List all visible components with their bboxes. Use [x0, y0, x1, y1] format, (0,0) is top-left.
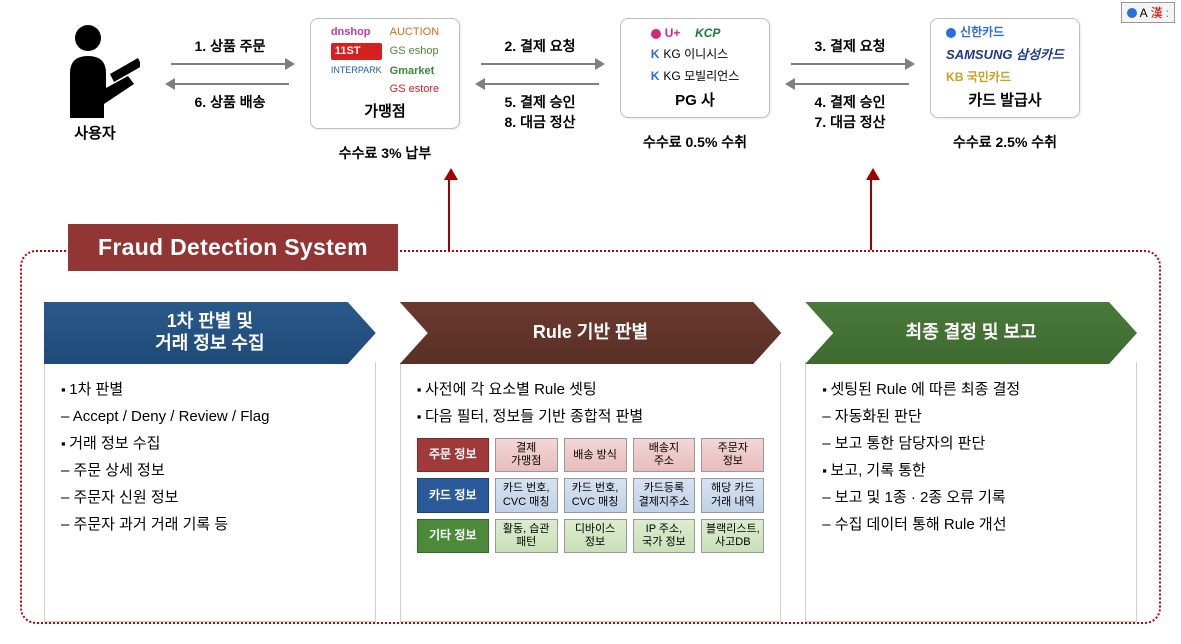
stage-2-header: Rule 기반 판별	[400, 302, 782, 364]
fds-title: Fraud Detection System	[68, 224, 398, 271]
issuer-box: 신한카드 SAMSUNG 삼성카드 KB 국민카드 카드 발급사	[930, 18, 1080, 118]
rule-tag: 주문 정보	[417, 438, 489, 472]
list-item: 거래 정보 수집	[61, 430, 359, 457]
fds-link-arrow-2	[870, 178, 872, 250]
rule-row: 주문 정보결제 가맹점배송 방식배송지 주소주문자 정보	[417, 438, 765, 472]
stage-1: 1차 판별 및 거래 정보 수집 1차 판별Accept / Deny / Re…	[44, 302, 376, 622]
user-label: 사용자	[74, 122, 115, 143]
rule-cell: 카드 번호, CVC 매칭	[495, 478, 558, 512]
arrow-2-bot-2: 8. 대금 정산	[505, 112, 576, 132]
list-item: 주문자 신원 정보	[61, 484, 359, 511]
pg-box: U+ KCP KKG 이니시스 KKG 모빌리언스 PG 사	[620, 18, 770, 118]
stage-2: Rule 기반 판별 사전에 각 요소별 Rule 셋팅다음 필터, 정보들 기…	[400, 302, 782, 622]
list-item: 1차 판별	[61, 376, 359, 403]
fds-container: Fraud Detection System 1차 판별 및 거래 정보 수집 …	[20, 250, 1161, 624]
rule-cell: 디바이스 정보	[564, 519, 627, 553]
rule-cell: 배송 방식	[564, 438, 627, 472]
rule-cell: 활동, 습관 패턴	[495, 519, 558, 553]
arrow-1-top: 1. 상품 주문	[195, 36, 266, 56]
arrow-3-top: 3. 결제 요청	[815, 36, 886, 56]
list-item: 주문 상세 정보	[61, 457, 359, 484]
rule-cell: 블랙리스트, 사고DB	[701, 519, 764, 553]
list-item: 자동화된 판단	[822, 403, 1120, 430]
arrow-2-top: 2. 결제 요청	[505, 36, 576, 56]
arrow-right-icon	[475, 58, 605, 70]
list-item: 다음 필터, 정보들 기반 종합적 판별	[417, 403, 765, 430]
rule-row: 카드 정보카드 번호, CVC 매칭카드 번호, CVC 매칭카드등록 결제지주…	[417, 478, 765, 512]
stage-3-body: 셋팅된 Rule 에 따른 최종 결정자동화된 판단보고 통한 담당자의 판단보…	[805, 362, 1137, 622]
issuer-label: 카드 발급사	[968, 91, 1041, 111]
issuer-fee: 수수료 2.5% 수취	[953, 132, 1057, 152]
fds-stages: 1차 판별 및 거래 정보 수집 1차 판별Accept / Deny / Re…	[44, 302, 1137, 622]
rule-cell: 카드등록 결제지주소	[633, 478, 696, 512]
pg-fee: 수수료 0.5% 수취	[643, 132, 747, 152]
merchant-fee: 수수료 3% 납부	[339, 143, 431, 163]
arrow-right-icon	[785, 58, 915, 70]
list-item: 주문자 과거 거래 기록 등	[61, 511, 359, 538]
rule-cell: 결제 가맹점	[495, 438, 558, 472]
arrow-3-bot-1: 4. 결제 승인	[815, 92, 886, 112]
stage-3: 최종 결정 및 보고 셋팅된 Rule 에 따른 최종 결정자동화된 판단보고 …	[805, 302, 1137, 622]
fds-link-arrow-1	[448, 178, 450, 250]
rule-cell: 해당 카드 거래 내역	[701, 478, 764, 512]
list-item: 보고, 기록 통한	[822, 457, 1120, 484]
node-user: 사용자	[40, 18, 150, 143]
stage-3-header: 최종 결정 및 보고	[805, 302, 1137, 364]
arrow-right-icon	[165, 58, 295, 70]
payment-flow: 사용자 1. 상품 주문 6. 상품 배송 dnshop AUCTION 11S…	[40, 18, 1171, 163]
rule-rows: 주문 정보결제 가맹점배송 방식배송지 주소주문자 정보카드 정보카드 번호, …	[417, 438, 765, 553]
list-item: Accept / Deny / Review / Flag	[61, 403, 359, 430]
node-merchant: dnshop AUCTION 11ST GS eshop INTERPARK G…	[310, 18, 460, 163]
stage-2-body: 사전에 각 요소별 Rule 셋팅다음 필터, 정보들 기반 종합적 판별 주문…	[400, 362, 782, 622]
merchant-box: dnshop AUCTION 11ST GS eshop INTERPARK G…	[310, 18, 460, 129]
issuer-logos: 신한카드 SAMSUNG 삼성카드 KB 국민카드	[946, 25, 1064, 85]
arrow-1-bot: 6. 상품 배송	[195, 92, 266, 112]
rule-row: 기타 정보활동, 습관 패턴디바이스 정보IP 주소, 국가 정보블랙리스트, …	[417, 519, 765, 553]
pg-logos: U+ KCP KKG 이니시스 KKG 모빌리언스	[651, 26, 740, 85]
list-item: 사전에 각 요소별 Rule 셋팅	[417, 376, 765, 403]
arrows-3: 3. 결제 요청 4. 결제 승인 7. 대금 정산	[770, 18, 930, 132]
list-item: 셋팅된 Rule 에 따른 최종 결정	[822, 376, 1120, 403]
rule-cell: 주문자 정보	[701, 438, 764, 472]
rule-cell: 카드 번호, CVC 매칭	[564, 478, 627, 512]
node-pg: U+ KCP KKG 이니시스 KKG 모빌리언스 PG 사 수수료 0.5% …	[620, 18, 770, 152]
stage-1-body: 1차 판별Accept / Deny / Review / Flag거래 정보 …	[44, 362, 376, 622]
rule-cell: IP 주소, 국가 정보	[633, 519, 696, 553]
arrow-3-bot-2: 7. 대금 정산	[815, 112, 886, 132]
node-issuer: 신한카드 SAMSUNG 삼성카드 KB 국민카드 카드 발급사 수수료 2.5…	[930, 18, 1080, 152]
arrows-1: 1. 상품 주문 6. 상품 배송	[150, 18, 310, 112]
list-item: 보고 통한 담당자의 판단	[822, 430, 1120, 457]
rule-cell: 배송지 주소	[633, 438, 696, 472]
arrow-2-bot-1: 5. 결제 승인	[505, 92, 576, 112]
pg-label: PG 사	[675, 91, 715, 111]
list-item: 수집 데이터 통해 Rule 개선	[822, 511, 1120, 538]
arrow-left-icon	[165, 78, 295, 90]
rule-tag: 카드 정보	[417, 478, 489, 512]
arrow-left-icon	[785, 78, 915, 90]
merchant-label: 가맹점	[364, 102, 405, 122]
arrow-left-icon	[475, 78, 605, 90]
arrows-2: 2. 결제 요청 5. 결제 승인 8. 대금 정산	[460, 18, 620, 132]
merchant-logos: dnshop AUCTION 11ST GS eshop INTERPARK G…	[331, 25, 439, 96]
stage-1-header: 1차 판별 및 거래 정보 수집	[44, 302, 376, 364]
rule-tag: 기타 정보	[417, 519, 489, 553]
user-icon	[50, 18, 140, 118]
list-item: 보고 및 1종 · 2종 오류 기록	[822, 484, 1120, 511]
